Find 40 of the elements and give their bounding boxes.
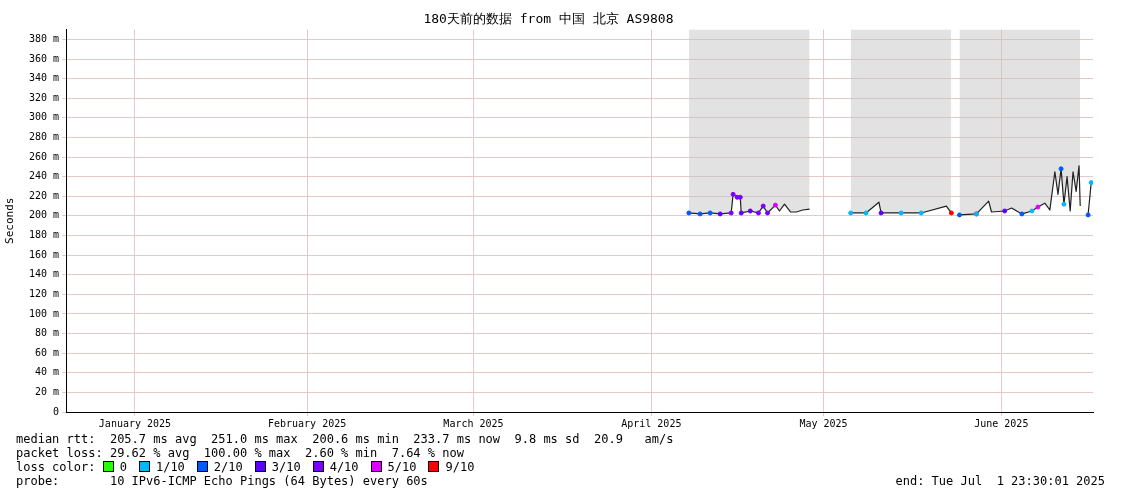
y-tick-label: 140 m (28, 268, 59, 280)
chart-title: 180天前的数据 from 中国 北京 AS9808 (423, 11, 674, 27)
y-tick-label: 300 m (28, 111, 59, 123)
x-tick-label: April 2025 (621, 417, 682, 429)
y-tick-label: 180 m (28, 229, 59, 241)
x-tick-label: January 2025 (98, 417, 172, 429)
text: end: Tue Jul 1 23:30:01 2025 (895, 474, 1105, 488)
legend-label: 4/10 (328, 460, 359, 474)
y-tick-label: 260 m (28, 150, 59, 162)
x-tick-label: February 2025 (267, 417, 347, 429)
y-tick-label: 360 m (28, 52, 59, 64)
y-tick-label: 20 m (34, 385, 59, 397)
text: packet loss: 29.62 % avg 100.00 % max 2.60 % min 7.64 % now (16, 446, 464, 460)
x-tick-label: March 2025 (443, 417, 504, 429)
text: median rtt: 205.7 ms avg 251.0 ms max 200.6 ms min 233.7 ms now 9.8 ms sd 20.9 am/s (16, 432, 674, 446)
y-tick-label: 60 m (34, 346, 59, 358)
y-tick-label: 340 m (28, 72, 59, 84)
y-tick-label: 320 m (28, 91, 59, 103)
y-tick-label: 280 m (28, 131, 59, 143)
y-tick-label: 380 m (28, 33, 59, 44)
x-tick-label: May 2025 (799, 417, 848, 429)
y-axis-title: Seconds (3, 197, 17, 244)
legend-label: 1/10 (154, 460, 185, 474)
legend-label: 0 (118, 460, 127, 474)
legend-label: 3/10 (270, 460, 301, 474)
legend-label: 2/10 (212, 460, 243, 474)
x-tick-label: June 2025 (974, 417, 1029, 429)
legend-label: 5/10 (386, 460, 417, 474)
y-tick-label: 80 m (34, 327, 59, 339)
legend-label: 9/10 (444, 460, 475, 474)
y-tick-label: 200 m (28, 209, 59, 221)
legend-title: loss color: (16, 460, 96, 474)
y-tick-label: 240 m (28, 170, 59, 182)
text: probe: 10 IPv6-ICMP Echo Pings (64 Bytes) every 60s (16, 474, 428, 488)
y-tick-label: 220 m (28, 189, 59, 201)
y-tick-label: 40 m (34, 366, 59, 378)
y-tick-label: 120 m (28, 287, 59, 299)
y-tick-label: 100 m (28, 307, 59, 319)
y-tick-label: 160 m (28, 248, 59, 260)
y-tick-label: 0 (52, 405, 59, 417)
